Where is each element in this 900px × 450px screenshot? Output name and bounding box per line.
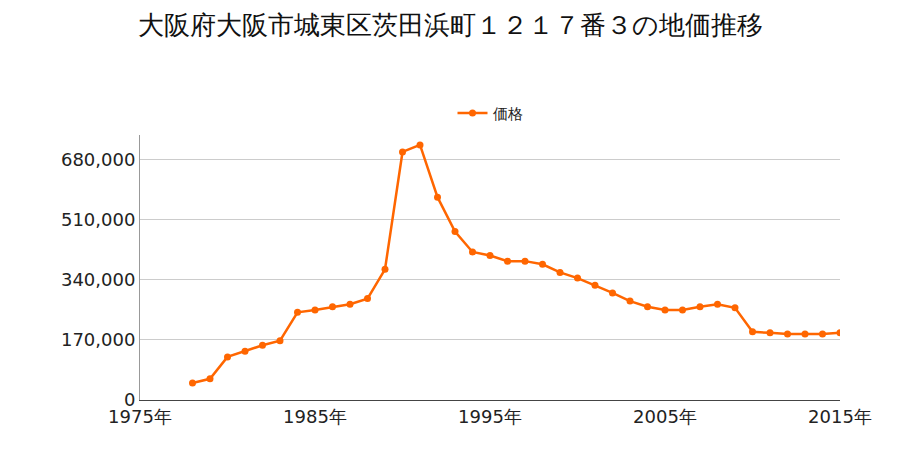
svg-text:2015年: 2015年 xyxy=(808,406,872,427)
svg-text:0: 0 xyxy=(124,389,135,410)
svg-text:1975年: 1975年 xyxy=(108,406,172,427)
svg-text:340,000: 340,000 xyxy=(61,269,135,290)
svg-text:170,000: 170,000 xyxy=(61,329,135,350)
svg-text:1985年: 1985年 xyxy=(283,406,347,427)
svg-text:510,000: 510,000 xyxy=(61,209,135,230)
svg-text:1995年: 1995年 xyxy=(458,406,522,427)
svg-text:価格: 価格 xyxy=(493,105,523,123)
svg-text:680,000: 680,000 xyxy=(61,149,135,170)
svg-text:2005年: 2005年 xyxy=(633,406,697,427)
svg-text:大阪府大阪市城東区茨田浜町１２１７番３の地価推移: 大阪府大阪市城東区茨田浜町１２１７番３の地価推移 xyxy=(138,10,763,40)
